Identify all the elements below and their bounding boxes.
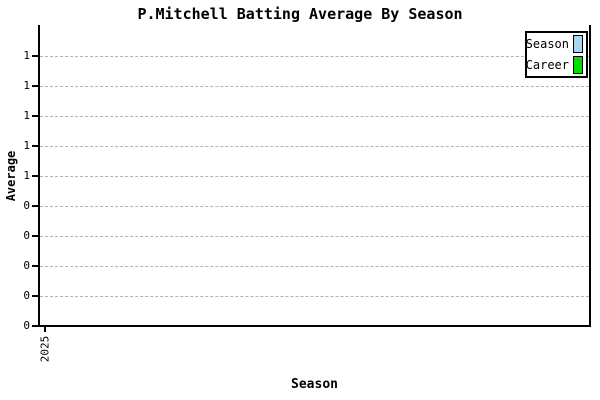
y-tick-mark (32, 235, 39, 237)
y-tick-label: 0 (23, 259, 30, 272)
y-tick-mark (32, 115, 39, 117)
y-gridline (40, 296, 589, 297)
y-gridline (40, 176, 589, 177)
y-tick-label: 1 (23, 169, 30, 182)
y-gridline (40, 86, 589, 87)
y-axis-title: Average (4, 150, 18, 202)
legend-item-label: Career (525, 57, 569, 72)
green-box-icon (573, 56, 583, 74)
legend-item: Career (525, 56, 583, 75)
y-tick-label: 1 (23, 79, 30, 92)
y-tick-mark (32, 85, 39, 87)
y-tick-label: 0 (23, 289, 30, 302)
y-tick-mark (32, 325, 39, 327)
x-tick-label: 2025 (38, 335, 52, 363)
y-tick-mark (32, 145, 39, 147)
y-gridline (40, 266, 589, 267)
legend-item: Season (525, 35, 583, 54)
y-gridline (40, 56, 589, 57)
y-tick-label: 0 (23, 199, 30, 212)
y-tick-label: 1 (23, 49, 30, 62)
y-gridline (40, 146, 589, 147)
legend-item-label: Season (525, 36, 569, 51)
y-tick-label: 0 (23, 229, 30, 242)
y-tick-mark (32, 55, 39, 57)
y-gridline (40, 116, 589, 117)
y-tick-label: 1 (23, 109, 30, 122)
y-gridline (40, 236, 589, 237)
x-axis-title: Season (291, 377, 338, 392)
y-tick-label: 0 (23, 319, 30, 332)
blue-box-icon (573, 35, 583, 53)
y-gridline (40, 206, 589, 207)
y-tick-label: 1 (23, 139, 30, 152)
legend-box: Season Career (525, 31, 588, 78)
y-tick-mark (32, 175, 39, 177)
x-tick-mark (44, 327, 46, 332)
chart-title: P.Mitchell Batting Average By Season (137, 5, 463, 23)
y-tick-mark (32, 295, 39, 297)
y-tick-mark (32, 265, 39, 267)
y-tick-mark (32, 205, 39, 207)
